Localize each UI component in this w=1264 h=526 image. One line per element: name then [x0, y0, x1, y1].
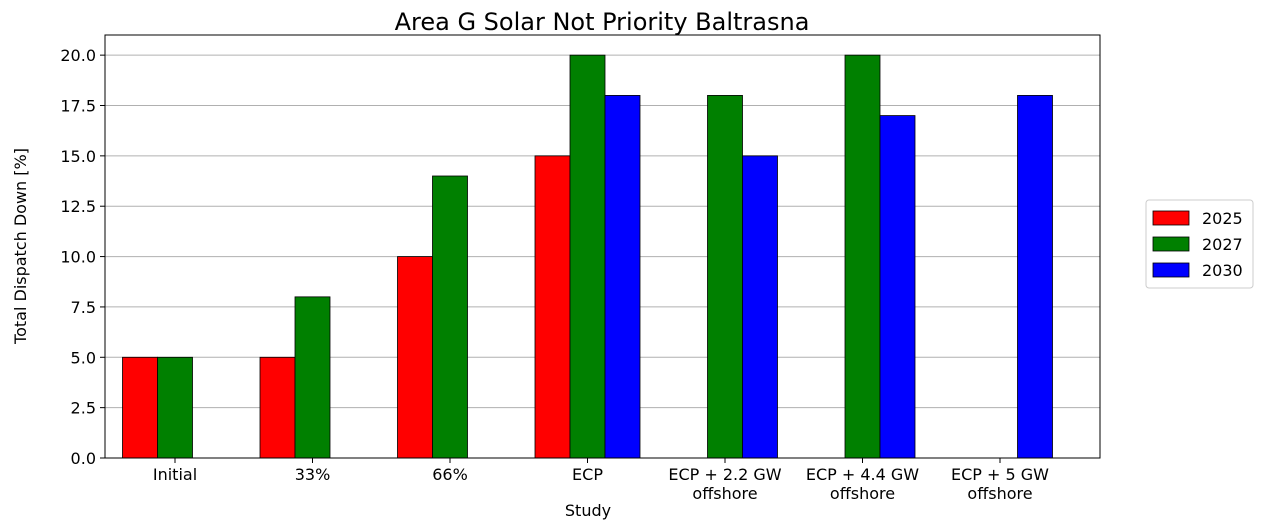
- legend-label: 2025: [1202, 209, 1243, 228]
- y-tick-label: 2.5: [71, 399, 96, 418]
- legend-swatch: [1152, 262, 1190, 278]
- y-tick-label: 0.0: [71, 449, 96, 468]
- bar: [397, 256, 433, 459]
- y-tick-label: 12.5: [60, 197, 96, 216]
- y-axis-label: Total Dispatch Down [%]: [11, 148, 30, 345]
- bar: [259, 356, 296, 459]
- x-tick-label: ECP: [572, 465, 603, 484]
- x-axis-label: Study: [565, 501, 611, 520]
- bar: [122, 356, 158, 459]
- bar: [569, 54, 606, 459]
- legend-swatch: [1152, 210, 1190, 226]
- y-tick-label: 5.0: [71, 348, 96, 367]
- x-tick-label: ECP + 2.2 GW offshore: [668, 465, 781, 503]
- chart-title: Area G Solar Not Priority Baltrasna: [395, 8, 810, 36]
- bar: [1017, 95, 1053, 459]
- x-tick-label: 66%: [432, 465, 468, 484]
- y-tick-label: 17.5: [60, 97, 96, 116]
- legend-swatch: [1152, 236, 1190, 252]
- plot-frame: [104, 34, 1101, 459]
- x-tick-label: Initial: [153, 465, 197, 484]
- bar: [604, 95, 641, 459]
- bar: [294, 296, 331, 459]
- bar: [432, 175, 468, 459]
- bar: [844, 54, 881, 459]
- y-tick-label: 15.0: [60, 147, 96, 166]
- y-tick-label: 7.5: [71, 298, 96, 317]
- bar: [879, 115, 916, 459]
- y-tick-label: 20.0: [60, 46, 96, 65]
- legend-label: 2030: [1202, 261, 1243, 280]
- bar: [534, 155, 571, 459]
- x-tick-label: 33%: [295, 465, 331, 484]
- x-tick-label: ECP + 5 GW offshore: [951, 465, 1049, 503]
- x-tick-label: ECP + 4.4 GW offshore: [806, 465, 919, 503]
- bar: [157, 356, 193, 459]
- bar: [742, 155, 778, 459]
- y-tick-label: 10.0: [60, 248, 96, 267]
- legend-label: 2027: [1202, 235, 1243, 254]
- bar: [707, 95, 743, 459]
